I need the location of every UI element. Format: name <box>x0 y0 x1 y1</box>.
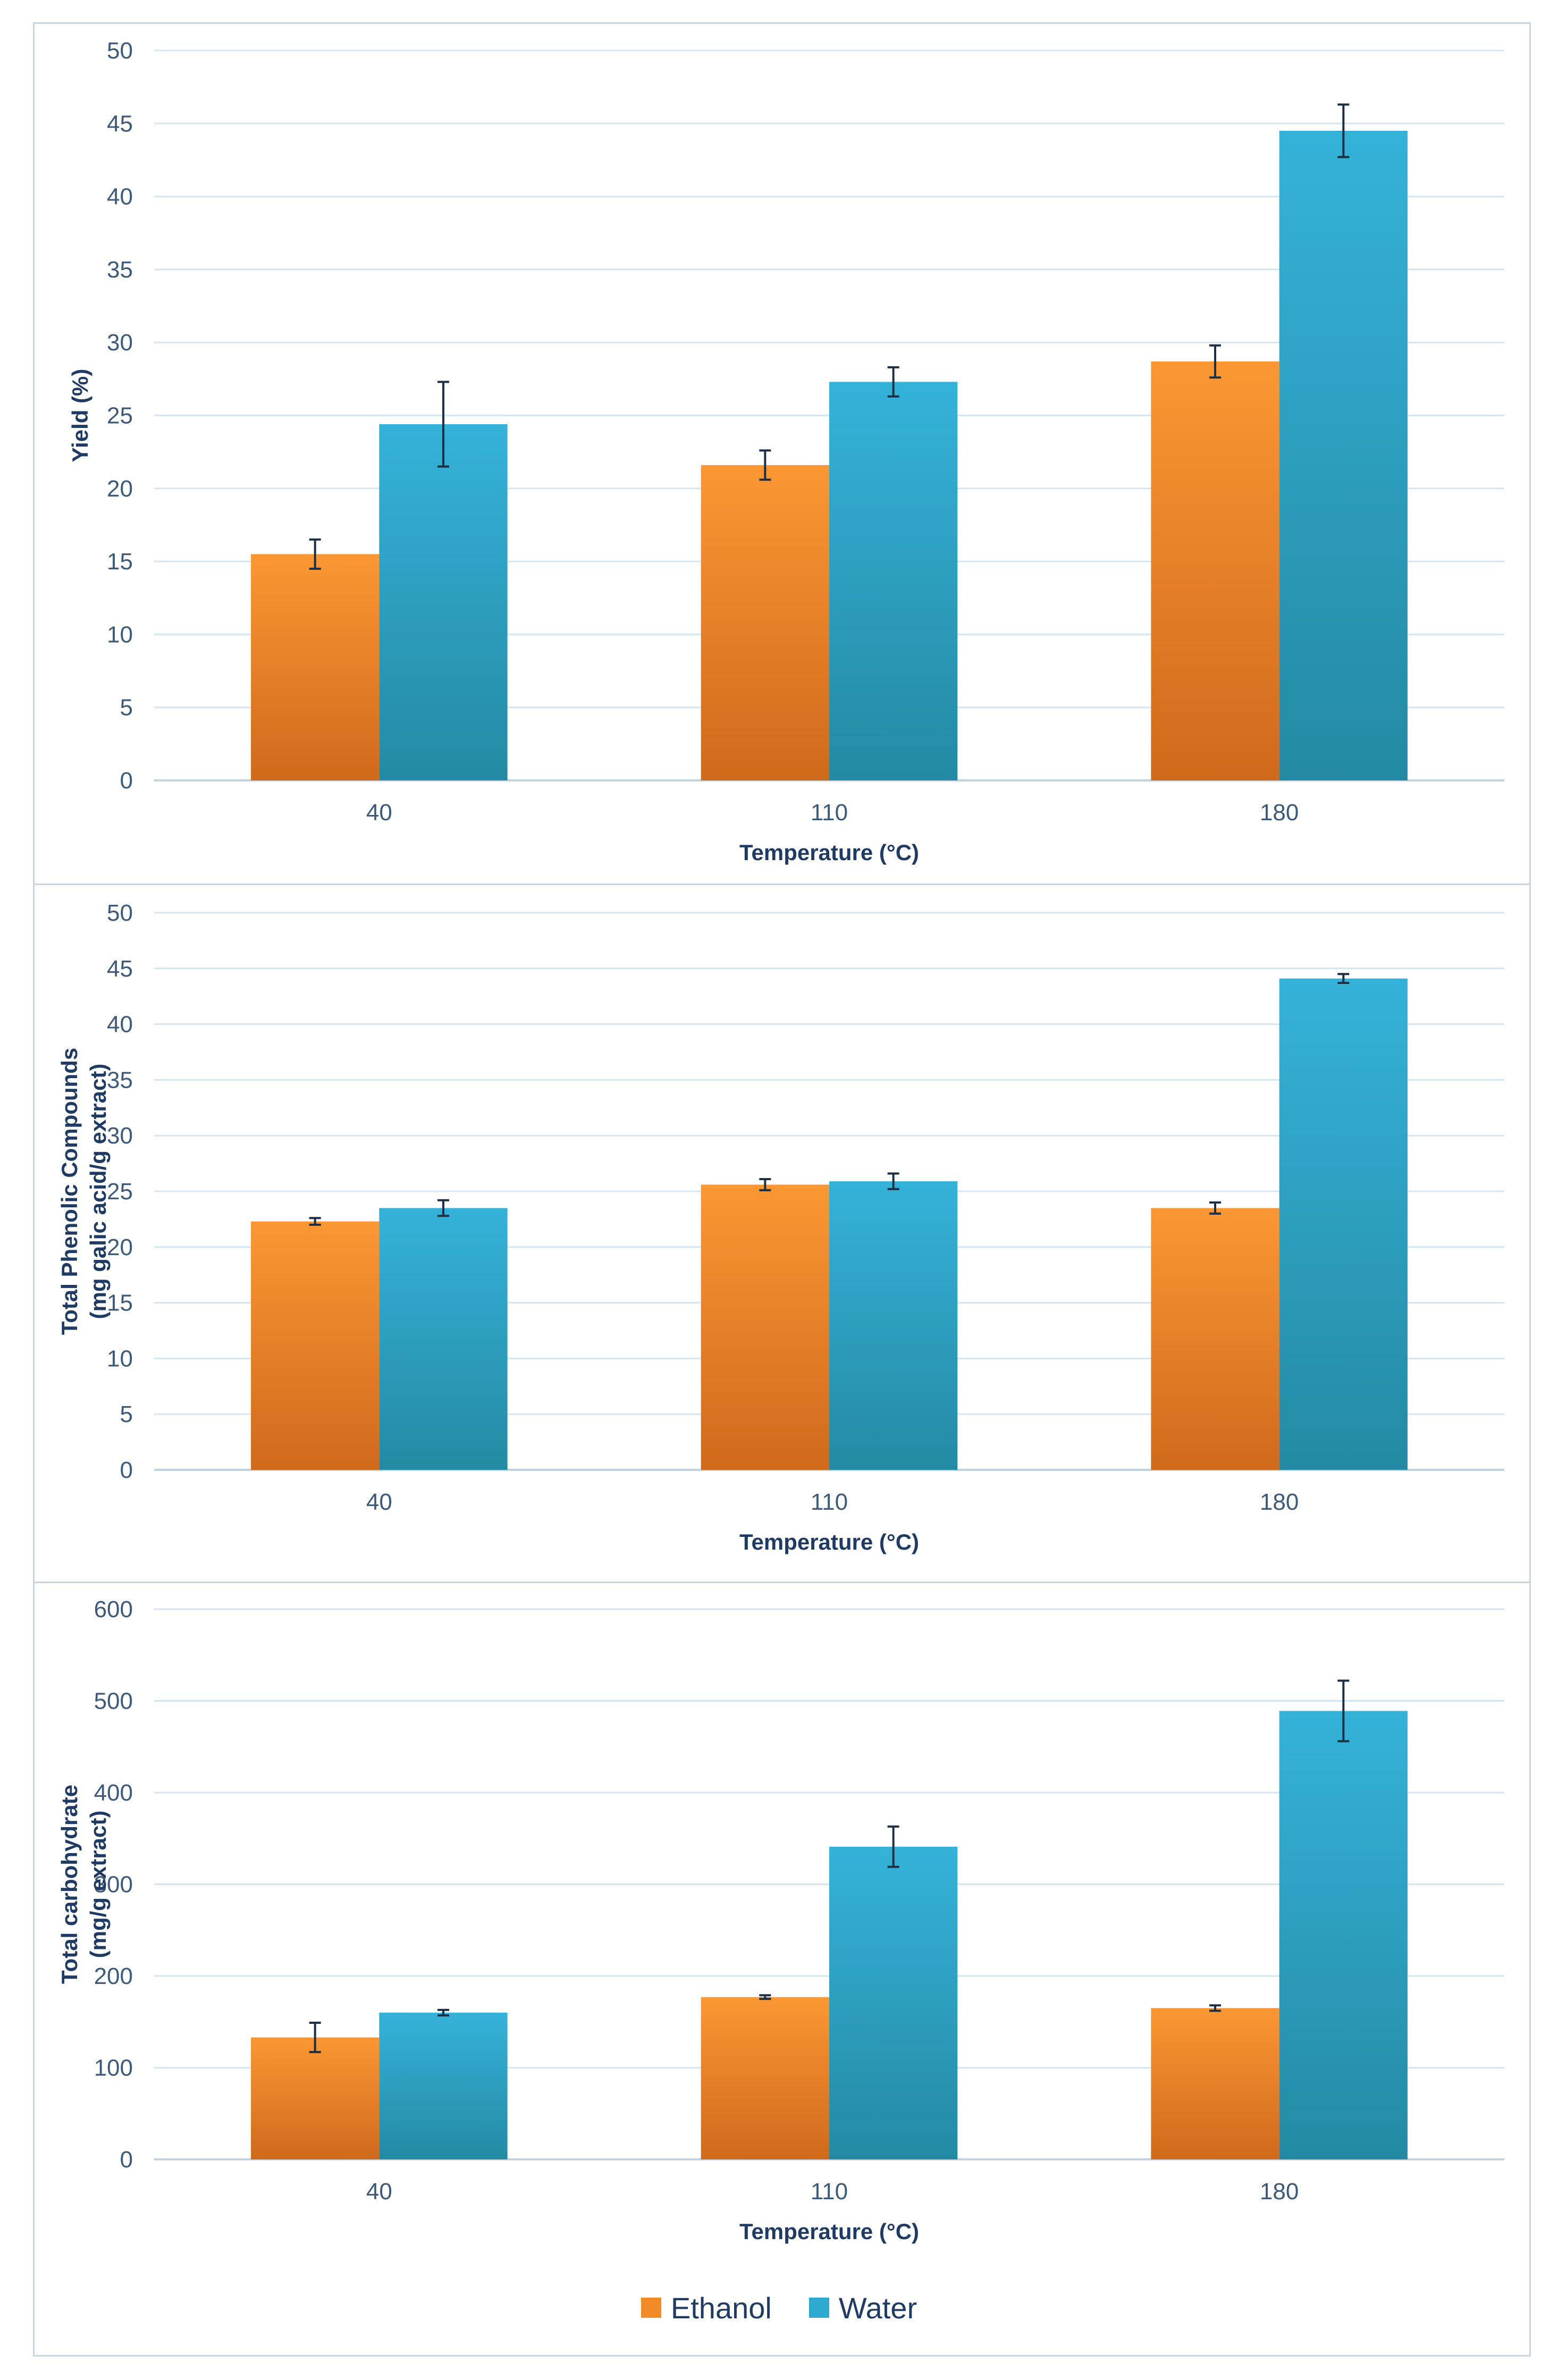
y-tick-label: 15 <box>107 549 133 575</box>
error-bar-ethanol-180 <box>1209 344 1222 379</box>
y-tick-label: 300 <box>94 1872 133 1898</box>
x-axis-title: Temperature (°C) <box>739 840 919 865</box>
error-bar-water-110 <box>887 366 899 398</box>
y-tick-label: 10 <box>107 621 133 647</box>
y-tick-label: 30 <box>107 330 133 356</box>
chart-phenolic-panel: 0 5 10 15 20 25 30 35 40 45 50 40 110 180 Temperature … <box>33 885 1531 1582</box>
chart-carbohydrate: 0 100 200 300 400 500 600 40 110 180 Temperature (… <box>57 1596 1504 2244</box>
legend-label-water: Water <box>838 2291 917 2325</box>
bar-ethanol-180 <box>1151 361 1279 780</box>
x-tick-label: 110 <box>811 1489 848 1515</box>
y-tick-label: 5 <box>120 1401 133 1427</box>
legend-entry-ethanol: Ethanol <box>641 2291 772 2325</box>
error-bar-ethanol-40 <box>309 538 321 570</box>
error-bar-water-180 <box>1337 1679 1350 1743</box>
bar-water-180 <box>1279 978 1408 1470</box>
x-tick-label: 40 <box>366 1489 392 1515</box>
figure-frame <box>33 22 1531 2357</box>
y-tick-label: 45 <box>107 956 133 982</box>
bar-water-40 <box>379 1208 508 1470</box>
panel-divider <box>33 884 1531 885</box>
y-tick-label: 25 <box>107 1179 133 1205</box>
error-bar-ethanol-180 <box>1209 2004 1222 2012</box>
y-tick-label: 40 <box>107 184 133 210</box>
x-tick-label: 40 <box>366 800 392 826</box>
x-tick-label: 110 <box>811 2179 848 2205</box>
y-axis-title: (mg/g extract) <box>86 1811 111 1958</box>
y-axis-title: Yield (%) <box>68 369 92 462</box>
y-tick-label: 500 <box>94 1688 133 1714</box>
y-tick-label: 45 <box>107 111 133 137</box>
y-tick-label: 50 <box>107 900 133 926</box>
bar-water-180 <box>1279 131 1408 780</box>
error-bar-water-110 <box>887 1172 899 1190</box>
y-tick-label: 200 <box>94 1963 133 1989</box>
bar-water-110 <box>829 382 958 780</box>
y-tick-label: 30 <box>107 1123 133 1149</box>
y-tick-label: 5 <box>120 695 133 721</box>
y-axis-title: (mg galic acid/g extract) <box>86 1064 111 1319</box>
y-tick-label: 100 <box>94 2055 133 2081</box>
y-tick-label: 40 <box>107 1012 133 1038</box>
x-axis-title: Temperature (°C) <box>739 2219 919 2244</box>
y-tick-label: 600 <box>94 1596 133 1622</box>
error-bar-ethanol-180 <box>1209 1201 1222 1215</box>
error-bar-ethanol-110 <box>759 1994 771 2000</box>
bar-ethanol-180 <box>1151 2008 1279 2159</box>
y-tick-label: 400 <box>94 1780 133 1806</box>
y-tick-label: 35 <box>107 1067 133 1093</box>
legend: Ethanol Water <box>0 2284 1558 2332</box>
y-tick-label: 20 <box>107 476 133 502</box>
bar-ethanol-40 <box>251 1221 380 1470</box>
bar-ethanol-40 <box>251 2037 380 2159</box>
bar-water-40 <box>379 2013 508 2159</box>
chart-yield: 0 5 10 15 20 25 30 35 40 45 50 40 110 180 Temperature … <box>68 38 1504 865</box>
y-tick-label: 10 <box>107 1345 133 1372</box>
x-tick-label: 110 <box>811 800 848 826</box>
bar-ethanol-180 <box>1151 1208 1279 1470</box>
legend-entry-water: Water <box>809 2291 917 2325</box>
error-bar-ethanol-110 <box>759 449 771 481</box>
chart-phenolic: 0 5 10 15 20 25 30 35 40 45 50 40 110 180 Temperature … <box>57 900 1504 1554</box>
error-bar-ethanol-40 <box>309 1217 321 1226</box>
y-tick-label: 35 <box>107 257 133 283</box>
y-tick-label: 50 <box>107 38 133 64</box>
x-tick-label: 180 <box>1260 800 1299 826</box>
error-bar-ethanol-110 <box>759 1178 771 1191</box>
y-axis-title: Total carbohydrate <box>57 1785 82 1984</box>
x-axis-title: Temperature (°C) <box>739 1529 919 1554</box>
y-tick-label: 0 <box>120 768 133 794</box>
error-bar-water-180 <box>1337 973 1350 985</box>
legend-label-ethanol: Ethanol <box>670 2291 772 2325</box>
y-tick-label: 0 <box>120 2147 133 2173</box>
bar-water-180 <box>1279 1711 1408 2159</box>
error-bar-water-40 <box>437 381 449 468</box>
chart-carbohydrate-panel: 0 100 200 300 400 500 600 40 110 180 Temperature (… <box>33 1583 1531 2274</box>
error-bar-water-110 <box>887 1825 899 1868</box>
y-tick-label: 20 <box>107 1234 133 1260</box>
bar-ethanol-110 <box>701 1184 829 1470</box>
y-axis-title: Total Phenolic Compounds <box>57 1048 82 1335</box>
legend-swatch-water <box>809 2298 829 2318</box>
y-tick-label: 0 <box>120 1457 133 1483</box>
error-bar-water-180 <box>1337 103 1350 158</box>
y-tick-label: 15 <box>107 1290 133 1316</box>
bar-ethanol-40 <box>251 554 380 780</box>
x-tick-label: 40 <box>366 2179 392 2205</box>
legend-swatch-ethanol <box>641 2298 661 2318</box>
bar-ethanol-110 <box>701 1997 829 2159</box>
error-bar-ethanol-40 <box>309 2021 321 2054</box>
bar-water-40 <box>379 424 508 780</box>
panel-divider <box>33 1582 1531 1583</box>
error-bar-water-40 <box>437 1199 449 1217</box>
x-tick-label: 180 <box>1260 1489 1299 1515</box>
y-tick-label: 25 <box>107 403 133 429</box>
bar-water-110 <box>829 1846 958 2159</box>
bar-ethanol-110 <box>701 465 829 780</box>
chart-yield-panel: 0 5 10 15 20 25 30 35 40 45 50 40 110 180 Temperature … <box>33 22 1531 884</box>
error-bar-water-40 <box>437 2008 449 2017</box>
x-tick-label: 180 <box>1260 2179 1299 2205</box>
bar-water-110 <box>829 1181 958 1470</box>
